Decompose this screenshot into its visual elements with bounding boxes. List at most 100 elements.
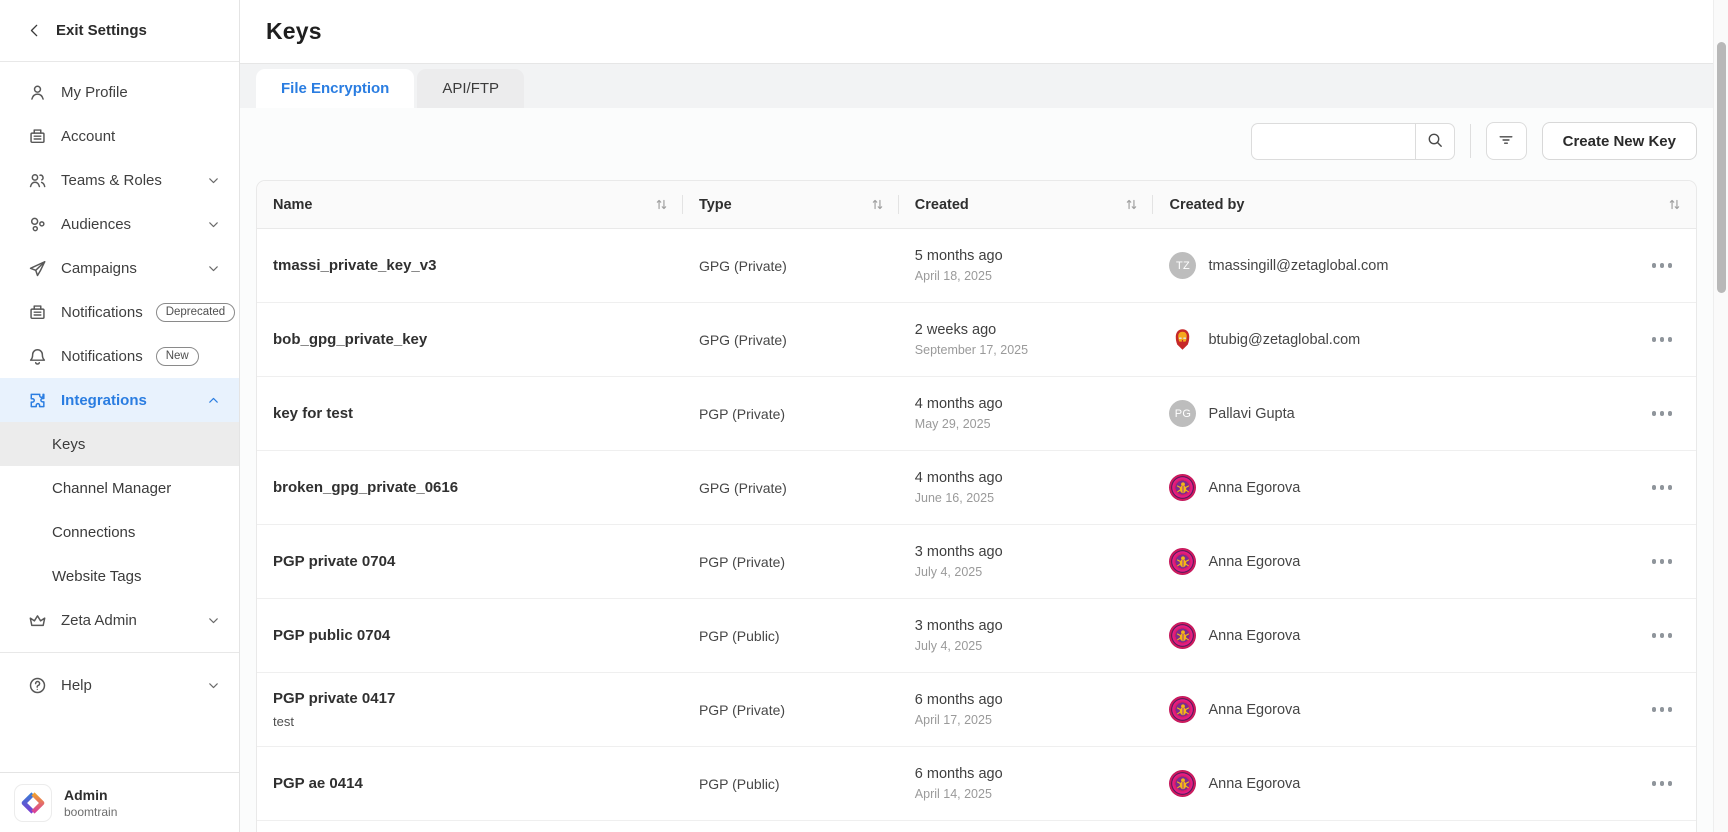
search-input[interactable] [1250,122,1415,160]
key-name: broken_gpg_private_0616 [273,479,459,496]
key-type: PGP (Private) [698,553,786,570]
sidebar-divider [0,652,239,653]
column-header-created[interactable]: Created [899,181,1154,228]
sidebar-item-notifications-new[interactable]: Notifications New [0,334,239,378]
row-actions-menu-icon[interactable] [1650,626,1675,645]
search-button[interactable] [1414,122,1455,160]
key-type: GPG (Private) [698,479,787,496]
toolbar: Create New Key [256,122,1697,160]
sort-icon[interactable] [1124,197,1139,212]
settings-sidebar: Exit Settings My Profile Account Teams &… [0,0,240,832]
scrollbar-track[interactable] [1713,0,1728,832]
created-date: September 17, 2025 [914,343,1029,357]
purple-bug-badge-avatar [1169,622,1197,649]
sidebar-item-audiences[interactable]: Audiences [0,202,239,246]
sort-icon[interactable] [1667,197,1682,212]
chevron-down-icon [206,613,221,628]
sort-icon[interactable] [870,197,885,212]
sidebar-subitem-connections[interactable]: Connections [52,523,136,541]
bell-icon [28,347,48,366]
sidebar-item-campaigns[interactable]: Campaigns [0,246,239,290]
table-row[interactable]: PGP private 0704 PGP (Private) 3 months … [257,525,1696,599]
page-title: Keys [266,18,322,45]
sidebar-item-my-profile[interactable]: My Profile [0,70,239,114]
created-relative: 5 months ago [914,248,1003,264]
created-date: April 14, 2025 [914,787,992,801]
key-type: PGP (Private) [698,701,786,718]
row-actions-menu-icon[interactable] [1650,774,1675,793]
toolbar-divider [1469,124,1471,158]
table-row[interactable]: PGP private 0417 test PGP (Private) 6 mo… [257,673,1696,747]
key-name: PGP private 0417 [273,690,396,707]
table-row[interactable]: PGP ae 0414 PGP (Public) 6 months ago Ap… [257,747,1696,821]
row-actions-menu-icon[interactable] [1650,478,1675,497]
TZ-avatar: TZ [1169,252,1197,279]
sidebar-subitem-channel-manager[interactable]: Channel Manager [52,479,172,497]
filter-icon [1497,131,1515,152]
sidebar-item-help[interactable]: Help [0,663,239,707]
chevron-down-icon [206,678,221,693]
sidebar-subitem-website-tags[interactable]: Website Tags [52,567,142,585]
created-date: June 16, 2025 [914,491,995,505]
key-name: tmassi_private_key_v3 [273,257,437,274]
iron-man-avatar [1169,326,1196,353]
sidebar-item-notifications-deprecated[interactable]: Notifications Deprecated [0,290,239,334]
key-name: key for test [273,405,354,422]
creator-name: btubig@zetaglobal.com [1208,331,1361,348]
help-icon [28,676,48,695]
key-name: PGP public 0704 [273,627,391,644]
content-area: Create New Key Name Type Created Created… [240,108,1728,832]
account-switcher[interactable]: Admin boomtrain [0,772,239,832]
puzzle-icon [28,391,48,410]
table-row[interactable]: bob_gpg_private_key GPG (Private) 2 week… [257,303,1696,377]
main-content: Keys File Encryption API/FTP Create New K… [240,0,1728,832]
chevron-up-icon [206,393,221,408]
created-date: April 18, 2025 [914,269,992,283]
sidebar-item-integrations[interactable]: Integrations [0,378,239,422]
page-header: Keys [240,0,1728,65]
table-row-partial [257,821,1696,832]
chevron-down-icon [206,217,221,232]
created-relative: 4 months ago [914,396,1003,412]
sidebar-item-zeta-admin[interactable]: Zeta Admin [0,598,239,642]
tab-bar: File Encryption API/FTP [240,64,1728,108]
filter-button[interactable] [1485,122,1527,160]
row-actions-menu-icon[interactable] [1650,700,1675,719]
key-type: PGP (Public) [698,627,780,644]
row-actions-menu-icon[interactable] [1650,552,1675,571]
column-header-name[interactable]: Name [257,181,683,228]
tab-api-ftp[interactable]: API/FTP [417,69,525,108]
user-icon [28,83,48,102]
column-header-type[interactable]: Type [683,181,899,228]
sidebar-item-account[interactable]: Account [0,114,239,158]
scrollbar-thumb[interactable] [1716,42,1726,293]
purple-bug-badge-avatar [1169,548,1197,575]
row-actions-menu-icon[interactable] [1650,404,1675,423]
exit-settings-button[interactable]: Exit Settings [0,0,239,62]
table-row[interactable]: PGP public 0704 PGP (Public) 3 months ag… [257,599,1696,673]
audiences-icon [28,215,48,234]
row-actions-menu-icon[interactable] [1650,330,1675,349]
table-row[interactable]: tmassi_private_key_v3 GPG (Private) 5 mo… [257,229,1696,303]
column-header-created-by[interactable]: Created by [1153,181,1696,228]
table-row[interactable]: key for test PGP (Private) 4 months ago … [257,377,1696,451]
chevron-down-icon [206,261,221,276]
creator-name: Anna Egorova [1208,627,1301,644]
create-new-key-button[interactable]: Create New Key [1541,122,1697,160]
key-name: PGP ae 0414 [273,775,363,792]
account-org: boomtrain [64,804,118,819]
created-date: July 4, 2025 [914,639,983,653]
sidebar-subitem-keys[interactable]: Keys [0,422,239,466]
sidebar-item-teams-roles[interactable]: Teams & Roles [0,158,239,202]
creator-name: Anna Egorova [1208,479,1301,496]
key-type: GPG (Private) [698,331,787,348]
account-icon [28,127,48,146]
created-relative: 3 months ago [914,618,1003,634]
table-row[interactable]: broken_gpg_private_0616 GPG (Private) 4 … [257,451,1696,525]
tab-file-encryption[interactable]: File Encryption [256,69,415,108]
exit-settings-label: Exit Settings [56,22,147,39]
row-actions-menu-icon[interactable] [1650,256,1675,275]
sort-icon[interactable] [654,197,669,212]
PG-avatar: PG [1169,400,1197,427]
team-icon [28,171,48,190]
